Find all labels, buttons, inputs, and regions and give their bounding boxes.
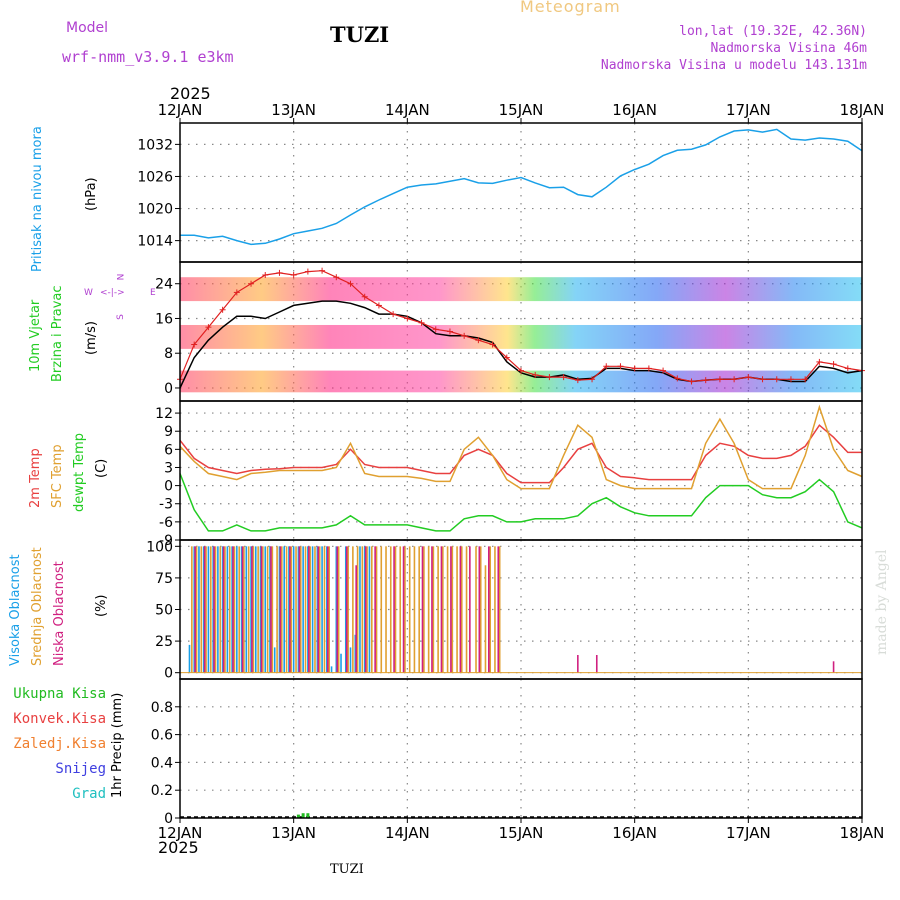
wind-compass: W <-|-> E N S [84, 262, 164, 322]
series-line-pritisak [180, 128, 863, 246]
y-tick-label: 0 [164, 381, 173, 397]
x-tick-label-bottom: 13JAN [271, 824, 316, 842]
x-tick-label-bottom: 14JAN [385, 824, 430, 842]
y-tick-label: 0 [164, 811, 173, 827]
x-tick-label-bottom: 12JAN [158, 824, 203, 842]
x-tick-label-top: 14JAN [385, 101, 430, 119]
model-elevation: Nadmorska Visina u modelu 143.131m [600, 58, 867, 73]
legend-grad: Grad [72, 786, 106, 802]
y-tick-label: 1032 [137, 137, 173, 153]
x-tick-label-bottom: 17JAN [726, 824, 771, 842]
y-tick-label: 0 [164, 479, 173, 495]
legend-snijeg: Snijeg [55, 761, 106, 777]
x-tick-label-bottom: 15JAN [499, 824, 544, 842]
year-top: 2025 [170, 84, 211, 103]
y-tick-label: -6 [159, 515, 173, 531]
chart-title: Meteogram [520, 0, 621, 16]
y-tick-label: 1020 [137, 202, 173, 218]
wind-direction-band [180, 277, 862, 302]
compass-ew-arrow: <-|-> [100, 288, 125, 298]
y-tick-label: 0 [164, 666, 173, 682]
y-tick-label: 3 [164, 460, 173, 476]
compass-w: W [84, 288, 93, 298]
series-line-dewpt-temp [179, 473, 863, 532]
footer-city: TUZI [330, 862, 364, 877]
x-tick-label-top: 18JAN [840, 101, 885, 119]
series-line-sfc-temp [179, 404, 863, 490]
precip-bar [301, 813, 305, 818]
y-tick-label: -9 [159, 533, 173, 549]
y-tick-label: 1026 [137, 169, 173, 185]
y-tick-label: 1014 [137, 234, 173, 250]
y-tick-label: 8 [164, 346, 173, 362]
model-label: Model [66, 20, 109, 36]
panel-frame [179, 678, 863, 819]
compass-e: E [150, 288, 156, 298]
y-tick-label: 6 [164, 442, 173, 458]
legend-ukupna: Ukupna Kisa [13, 686, 106, 702]
y-tick-label: 0.8 [151, 700, 173, 716]
precip-bar [296, 814, 300, 818]
x-tick-label-top: 12JAN [158, 101, 203, 119]
x-tick-label-top: 17JAN [726, 101, 771, 119]
wind-direction-band [180, 370, 862, 393]
y-tick-label: 0.2 [151, 783, 173, 799]
elevation: Nadmorska Visina 46m [710, 41, 867, 56]
y-tick-label: 0.4 [151, 755, 173, 771]
legend-konvek: Konvek.Kisa [13, 711, 106, 727]
x-tick-label-top: 15JAN [499, 101, 544, 119]
y-tick-label: 0.6 [151, 728, 173, 744]
y-tick-label: 9 [164, 424, 173, 440]
y-tick-label: 16 [155, 311, 173, 327]
panel-frame [179, 122, 863, 263]
y-tick-label: 75 [155, 571, 173, 587]
lonlat: lon,lat (19.32E, 42.36N) [679, 24, 867, 39]
y-tick-label: 50 [155, 603, 173, 619]
year-bottom: 2025 [158, 838, 199, 857]
y-tick-label: -3 [159, 497, 173, 513]
precip-bar [306, 813, 310, 818]
y-tick-label: 12 [155, 406, 173, 422]
x-tick-label-bottom: 18JAN [840, 824, 885, 842]
x-tick-label-top: 16JAN [612, 101, 657, 119]
y-tick-label: 24 [155, 277, 173, 293]
x-tick-label-top: 13JAN [271, 101, 316, 119]
y-tick-label: 25 [155, 634, 173, 650]
legend-zaledj: Zaledj.Kisa [13, 736, 106, 752]
model-name: wrf-nmm_v3.9.1 e3km [62, 48, 234, 66]
y-tick-label: 100 [146, 539, 173, 555]
wind-direction-band [180, 324, 862, 349]
city-title: TUZI [330, 22, 390, 47]
series-line-2m-temp [179, 424, 862, 484]
x-tick-label-bottom: 16JAN [612, 824, 657, 842]
